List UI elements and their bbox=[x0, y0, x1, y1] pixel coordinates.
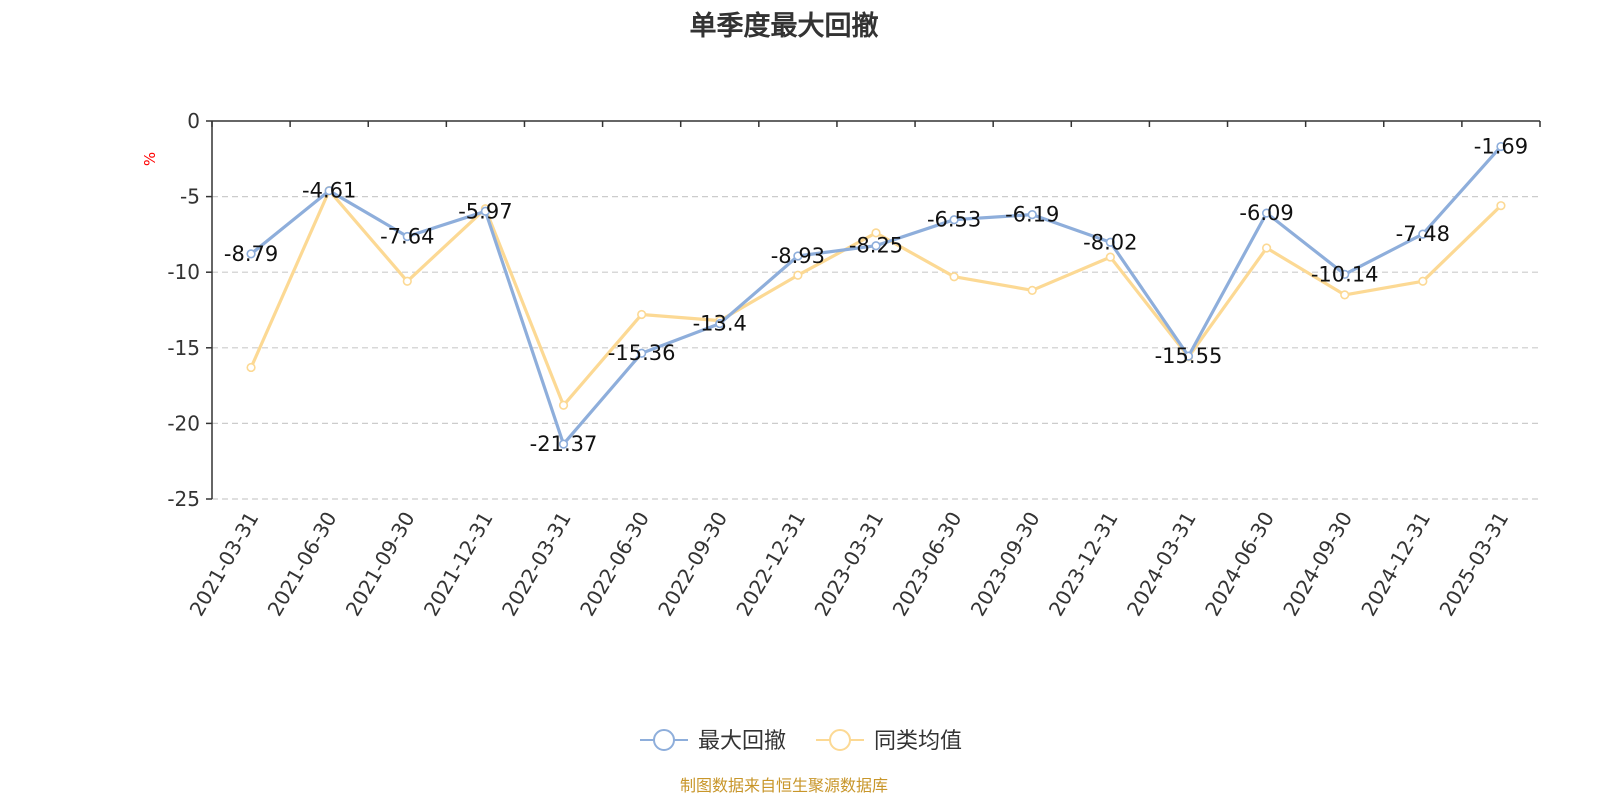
legend: 最大回撤 同类均值 bbox=[640, 729, 962, 754]
data-point bbox=[1496, 201, 1506, 211]
x-tick-label: 2021-12-31 bbox=[419, 508, 498, 621]
x-tick-label: 2023-06-30 bbox=[888, 508, 967, 621]
data-label: -6.53 bbox=[927, 208, 981, 232]
data-point bbox=[1496, 141, 1506, 152]
data-label: -15.36 bbox=[608, 341, 676, 365]
data-label: -7.64 bbox=[380, 225, 434, 249]
data-point bbox=[949, 215, 959, 225]
data-point bbox=[1418, 276, 1428, 286]
data-label: -1.69 bbox=[1474, 135, 1528, 159]
x-tick-label: 2023-03-31 bbox=[809, 508, 888, 621]
data-point bbox=[1183, 351, 1194, 361]
data-label: -8.93 bbox=[771, 244, 825, 268]
data-point bbox=[324, 186, 334, 196]
data-label: -13.4 bbox=[693, 312, 747, 336]
data-label: -6.09 bbox=[1239, 201, 1293, 225]
data-labels: -8.79 -4.61 -7.64 -5.97 -21.37 -15.36 -13.4 -8.… bbox=[224, 135, 1528, 457]
data-point bbox=[246, 249, 256, 259]
data-point bbox=[1340, 290, 1350, 300]
data-point bbox=[793, 251, 803, 261]
x-tick-label: 2024-12-31 bbox=[1356, 508, 1435, 621]
x-tick-label: 2021-03-31 bbox=[184, 508, 263, 621]
data-label: -15.55 bbox=[1155, 344, 1223, 368]
x-tick-label: 2023-09-30 bbox=[966, 508, 1045, 621]
x-tick-label: 2021-09-30 bbox=[341, 508, 420, 621]
legend-label: 最大回撤 bbox=[698, 729, 786, 754]
legend-marker bbox=[829, 729, 851, 751]
series-lines bbox=[246, 141, 1506, 449]
data-label: -8.02 bbox=[1083, 230, 1137, 254]
data-label: -4.61 bbox=[302, 179, 356, 203]
data-point bbox=[1340, 269, 1350, 279]
series-line bbox=[250, 145, 1503, 446]
legend-marker bbox=[653, 729, 675, 751]
y-tick-label: -10 bbox=[167, 260, 200, 284]
data-point bbox=[558, 400, 569, 410]
data-point bbox=[715, 319, 725, 329]
x-tick-label: 2022-03-31 bbox=[497, 508, 576, 621]
y-tick-label: -5 bbox=[180, 185, 200, 209]
data-point bbox=[1105, 237, 1115, 247]
y-tick-label: -20 bbox=[167, 411, 200, 435]
data-point bbox=[480, 206, 491, 216]
data-point bbox=[871, 241, 881, 251]
data-label: -5.97 bbox=[458, 199, 512, 223]
data-point bbox=[637, 348, 647, 358]
series-line bbox=[249, 189, 1503, 407]
x-tick-label: 2024-03-31 bbox=[1122, 508, 1201, 621]
data-point bbox=[558, 439, 569, 449]
x-tick-label: 2024-06-30 bbox=[1200, 508, 1279, 621]
x-tick-label: 2022-06-30 bbox=[575, 508, 654, 621]
data-point bbox=[1418, 229, 1428, 239]
y-tick-label: 0 bbox=[187, 109, 200, 133]
source-note: 制图数据来自恒生聚源数据库 bbox=[679, 776, 888, 795]
data-label: -7.48 bbox=[1396, 222, 1450, 246]
data-point bbox=[949, 272, 959, 282]
data-point bbox=[1027, 209, 1037, 220]
y-tick-label: -15 bbox=[167, 336, 200, 360]
data-point bbox=[1261, 243, 1272, 253]
chart-title: 单季度最大回撤 bbox=[689, 11, 879, 42]
data-point bbox=[637, 309, 647, 320]
data-point bbox=[402, 231, 412, 242]
x-tick-label: 2024-09-30 bbox=[1278, 508, 1357, 621]
data-label: -8.25 bbox=[849, 234, 903, 258]
data-point bbox=[1027, 285, 1037, 295]
y-axis-unit-label: % bbox=[141, 152, 159, 166]
data-point bbox=[871, 228, 881, 238]
data-point bbox=[402, 276, 412, 286]
x-tick-label: 2021-06-30 bbox=[263, 508, 342, 621]
data-point bbox=[1105, 252, 1115, 262]
data-point bbox=[246, 362, 256, 373]
grid-lines bbox=[212, 196, 1540, 500]
y-tick-label: -25 bbox=[167, 487, 200, 511]
data-label: -6.19 bbox=[1005, 203, 1059, 227]
x-tick-label: 2022-12-31 bbox=[731, 508, 810, 621]
legend-label: 同类均值 bbox=[874, 729, 962, 754]
data-label: -21.37 bbox=[530, 432, 598, 456]
data-point bbox=[793, 270, 803, 280]
x-tick-label: 2022-09-30 bbox=[653, 508, 732, 621]
x-tick-label: 2023-12-31 bbox=[1044, 508, 1123, 621]
x-tick-label: 2025-03-31 bbox=[1434, 508, 1513, 621]
data-label: -10.14 bbox=[1311, 262, 1379, 286]
data-label: -8.79 bbox=[224, 242, 278, 266]
data-point bbox=[1261, 208, 1272, 218]
